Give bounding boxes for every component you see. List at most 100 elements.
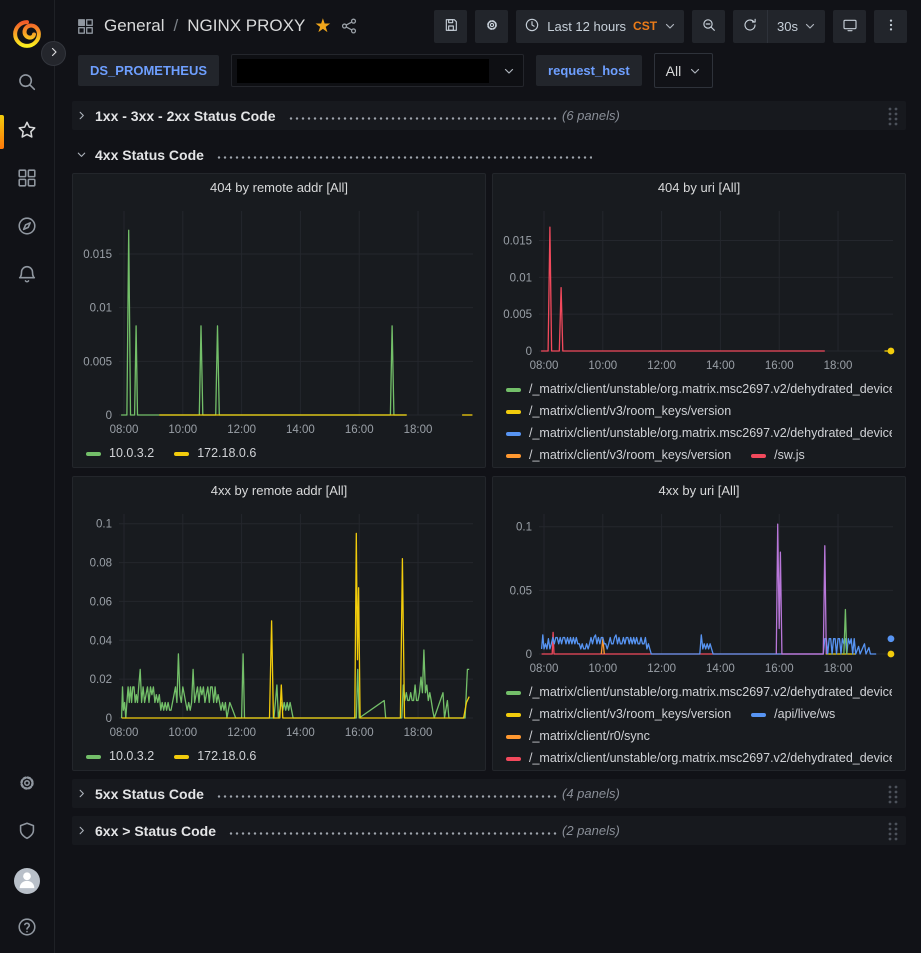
row-panel-count: (4 panels): [562, 786, 620, 801]
sidebar-item-explore[interactable]: [0, 204, 55, 252]
panel-title[interactable]: 4xx by remote addr [All]: [210, 483, 348, 498]
variable-label-ds-prometheus: DS_PROMETHEUS: [78, 55, 220, 86]
zoom-out-icon: [701, 17, 717, 36]
breadcrumb-separator: /: [173, 16, 179, 35]
legend-item[interactable]: 172.18.0.6: [174, 749, 256, 764]
legend-item[interactable]: /api/live/ws: [751, 707, 835, 722]
panel-title[interactable]: 404 by remote addr [All]: [209, 180, 349, 195]
svg-text:0.01: 0.01: [510, 272, 532, 284]
sidebar-item-alerting[interactable]: [0, 252, 55, 300]
row-drag-handle[interactable]: [886, 821, 900, 841]
svg-text:0.06: 0.06: [90, 596, 112, 608]
zoom-out-time-button[interactable]: [692, 9, 726, 43]
panel-plot[interactable]: 08:00 10:00 12:00 14:00 16:00 18:00 0 0.05 0.1: [493, 504, 905, 680]
datasource-select[interactable]: [231, 54, 525, 87]
request-host-select[interactable]: All: [653, 53, 714, 88]
dashboard-header: General / NGINX PROXY ★ Last 12 hours CS…: [55, 0, 921, 52]
legend-label: /_matrix/client/v3/room_keys/version: [529, 448, 732, 462]
svg-text:0: 0: [526, 346, 532, 358]
legend-item[interactable]: /_matrix/client/unstable/org.matrix.msc2…: [506, 751, 892, 766]
chevron-down-icon: [664, 20, 676, 32]
star-filled-icon[interactable]: ★: [314, 15, 332, 37]
kebab-menu-button[interactable]: [874, 9, 907, 43]
compass-icon: [16, 215, 38, 242]
legend-item[interactable]: /_matrix/client/unstable/org.matrix.msc2…: [506, 426, 892, 441]
sidebar-expand-button[interactable]: [41, 41, 66, 66]
legend-label: 172.18.0.6: [197, 446, 257, 460]
save-icon: [443, 17, 459, 36]
svg-text:16:00: 16:00: [345, 727, 374, 739]
chevron-right-icon: [76, 788, 87, 799]
row-header-4xx[interactable]: 4xx Status Code: [72, 140, 906, 169]
legend-label: /_matrix/client/unstable/org.matrix.msc2…: [529, 685, 892, 699]
refresh-picker: 30s: [733, 9, 825, 43]
chevron-right-icon: [76, 825, 87, 836]
sidebar: [0, 0, 55, 953]
sidebar-item-search[interactable]: [0, 60, 55, 108]
legend-item[interactable]: /_matrix/client/unstable/org.matrix.msc2…: [506, 382, 892, 397]
dashboard-settings-button[interactable]: [475, 9, 509, 43]
svg-text:12:00: 12:00: [647, 360, 676, 372]
row-header-5xx[interactable]: 5xx Status Code (4 panels): [72, 779, 906, 808]
help-icon: [16, 916, 38, 943]
legend-item[interactable]: /_matrix/client/r0/sync: [506, 729, 650, 744]
svg-text:12:00: 12:00: [647, 663, 676, 675]
svg-text:18:00: 18:00: [824, 663, 853, 675]
gear-icon: [16, 772, 38, 799]
request-host-value: All: [665, 62, 682, 79]
legend-label: 10.0.3.2: [109, 749, 155, 763]
legend-item[interactable]: 10.0.3.2: [86, 749, 154, 764]
row-header-1xx-3xx-2xx[interactable]: 1xx - 3xx - 2xx Status Code (6 panels): [72, 101, 906, 130]
legend-item[interactable]: 10.0.3.2: [86, 446, 154, 461]
gear-icon: [484, 17, 500, 36]
breadcrumb-folder[interactable]: General: [104, 16, 165, 35]
row-drag-handle[interactable]: [886, 106, 900, 126]
chevron-down-icon: [76, 149, 87, 160]
refresh-icon: [742, 17, 758, 36]
legend-label: /_matrix/client/r0/sync: [529, 729, 650, 743]
time-picker-button[interactable]: Last 12 hours CST: [516, 9, 685, 43]
legend-label: /_matrix/client/unstable/org.matrix.msc2…: [529, 426, 892, 440]
svg-text:0.08: 0.08: [90, 558, 112, 570]
grafana-logo[interactable]: [0, 12, 55, 60]
panel-title[interactable]: 4xx by uri [All]: [658, 483, 740, 498]
row-drag-handle[interactable]: [886, 784, 900, 804]
sidebar-item-starred[interactable]: [0, 108, 55, 156]
svg-text:0: 0: [526, 649, 532, 661]
panel-4xx-by-remote-addr: 4xx by remote addr [All] 08:00 10:00 12:00…: [72, 476, 486, 771]
sidebar-item-profile[interactable]: [0, 857, 55, 905]
legend-item[interactable]: 172.18.0.6: [174, 446, 256, 461]
sidebar-item-server-admin[interactable]: [0, 809, 55, 857]
legend-swatch: [506, 431, 521, 436]
svg-text:0: 0: [106, 410, 112, 422]
panel-plot[interactable]: 08:00 10:00 12:00 14:00 16:00 18:00 0 0.005 0.01…: [493, 201, 905, 377]
sidebar-item-configuration[interactable]: [0, 761, 55, 809]
dashboards-grid-icon: [16, 167, 38, 194]
save-dashboard-button[interactable]: [434, 9, 468, 43]
sidebar-item-help[interactable]: [0, 905, 55, 953]
legend-item[interactable]: /_matrix/client/v3/room_keys/version: [506, 448, 731, 463]
svg-text:08:00: 08:00: [530, 360, 559, 372]
legend-item[interactable]: /sw.js: [751, 448, 805, 463]
datasource-value-redacted: [237, 58, 490, 83]
refresh-interval-button[interactable]: 30s: [767, 9, 825, 43]
chart-svg: 08:00 10:00 12:00 14:00 16:00 18:00 0 0.02 0.04 0…: [90, 514, 473, 739]
share-icon[interactable]: [340, 17, 358, 35]
legend-item[interactable]: /_matrix/client/v3/room_keys/version: [506, 707, 731, 722]
svg-text:0.005: 0.005: [83, 356, 112, 368]
sidebar-item-dashboards[interactable]: [0, 156, 55, 204]
legend-item[interactable]: /_matrix/client/unstable/org.matrix.msc2…: [506, 685, 892, 700]
panel-plot[interactable]: 08:00 10:00 12:00 14:00 16:00 18:00 0 0.005 0.01…: [73, 201, 485, 441]
svg-text:18:00: 18:00: [404, 424, 433, 436]
tv-mode-button[interactable]: [833, 9, 866, 43]
row-panel-count: (6 panels): [562, 108, 620, 123]
svg-text:0.015: 0.015: [503, 235, 532, 247]
row-left: 6xx > Status Code: [76, 823, 562, 839]
breadcrumb-dashboard-title[interactable]: NGINX PROXY: [187, 16, 306, 35]
chevron-right-icon: [76, 110, 87, 121]
row-header-6xx[interactable]: 6xx > Status Code (2 panels): [72, 816, 906, 845]
panel-plot[interactable]: 08:00 10:00 12:00 14:00 16:00 18:00 0 0.02 0.04 0…: [73, 504, 485, 744]
refresh-button[interactable]: [733, 10, 767, 43]
legend-item[interactable]: /_matrix/client/v3/room_keys/version: [506, 404, 731, 419]
panel-title[interactable]: 404 by uri [All]: [657, 180, 741, 195]
